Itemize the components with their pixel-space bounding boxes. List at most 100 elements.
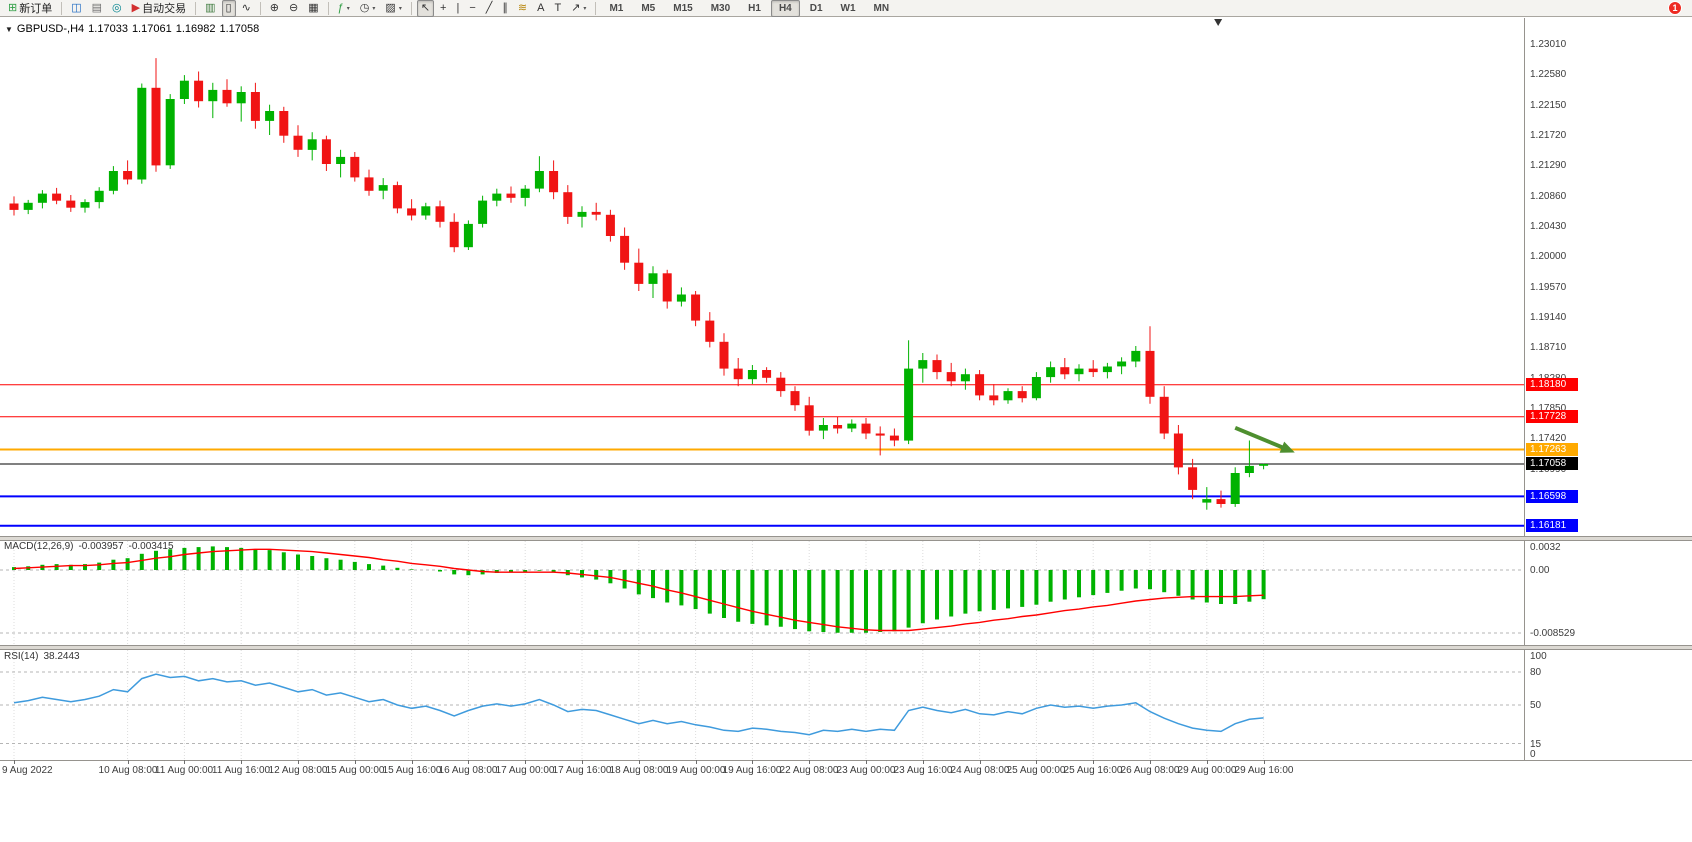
navigator-button[interactable]: ◎: [108, 0, 126, 17]
timeframe-h1[interactable]: H1: [740, 0, 769, 17]
indicator-axis-label: 50: [1530, 700, 1542, 711]
time-axis-label: 11 Aug 16:00: [211, 765, 271, 776]
channel-icon: ∥: [502, 1, 508, 14]
templates-button[interactable]: ▨ ▾: [381, 0, 405, 17]
timeframe-m15-label: M15: [673, 2, 693, 14]
fibonacci-button[interactable]: ≋: [514, 0, 531, 17]
bar-chart-icon: ▥: [205, 1, 216, 14]
time-axis-label: 15 Aug 00:00: [325, 765, 385, 776]
ohlc-high: 1.17061: [131, 23, 172, 35]
price-axis-tick: 1.19570: [1530, 282, 1567, 293]
zoom-out-button[interactable]: ⊖: [285, 0, 302, 17]
time-axis-tick: [298, 760, 299, 764]
arrows-button[interactable]: ↗ ▾: [567, 0, 590, 17]
periods-button[interactable]: ◷ ▾: [356, 0, 380, 17]
line-chart-button[interactable]: ∿: [238, 0, 255, 17]
text-label-button[interactable]: T: [550, 0, 565, 17]
zoom-in-icon: ⊕: [269, 1, 280, 14]
price-axis-divider: [1524, 18, 1525, 760]
time-axis-tick: [1264, 760, 1265, 764]
tile-windows-button[interactable]: ▦: [304, 0, 322, 17]
time-axis-label: 9 Aug 2022: [2, 765, 53, 776]
time-axis-tick: [468, 760, 469, 764]
chart-shift-marker-icon: [1214, 19, 1223, 26]
timeframe-m5-label: M5: [641, 2, 656, 14]
timeframe-mn[interactable]: MN: [866, 0, 898, 17]
new-chart-icon: ◫: [71, 1, 82, 14]
timeframe-m1-label: M1: [609, 2, 624, 14]
price-axis-tick: 1.19140: [1530, 312, 1567, 323]
symbol-period-label: GBPUSD-,H4: [16, 23, 85, 35]
price-axis-tick: 1.23010: [1530, 39, 1567, 50]
timeframe-h4[interactable]: H4: [770, 0, 800, 17]
notification-count: 1: [1672, 3, 1678, 13]
toolbar-separator: [595, 1, 597, 15]
time-axis-label: 25 Aug 00:00: [1006, 765, 1066, 776]
time-axis-label: 25 Aug 16:00: [1063, 765, 1123, 776]
one-click-trading-caret-icon[interactable]: ▼: [5, 25, 13, 34]
price-axis-tick: 1.22150: [1530, 100, 1567, 111]
crosshair-button[interactable]: +: [436, 0, 450, 17]
time-axis-tick: [355, 760, 356, 764]
crosshair-icon: +: [440, 1, 447, 14]
price-tag: 1.17728: [1526, 410, 1578, 423]
timeframe-d1[interactable]: D1: [802, 0, 831, 17]
indicators-button[interactable]: ƒ ▾: [334, 0, 354, 17]
price-tag: 1.16598: [1526, 490, 1578, 503]
timeframe-m30[interactable]: M30: [703, 0, 738, 17]
timeframe-w1[interactable]: W1: [833, 0, 864, 17]
vertical-line-button[interactable]: |: [452, 0, 463, 17]
zoom-in-button[interactable]: ⊕: [266, 0, 283, 17]
macd-indicator-label: MACD(12,26,9) -0.003957 -0.003415: [4, 541, 179, 552]
time-axis-label: 19 Aug 00:00: [666, 765, 726, 776]
horizontal-line-button[interactable]: −: [465, 0, 479, 17]
time-axis-label: 23 Aug 16:00: [893, 765, 953, 776]
timeframe-m5[interactable]: M5: [633, 0, 663, 17]
toolbar-separator: [327, 1, 329, 15]
zoom-out-icon: ⊖: [289, 1, 299, 14]
trendline-button[interactable]: ╱: [482, 0, 497, 17]
candlestick-chart-button[interactable]: ▯: [221, 0, 236, 17]
time-axis-label: 17 Aug 00:00: [495, 765, 555, 776]
rsi-indicator-label: RSI(14) 38.2443: [4, 651, 85, 662]
vertical-line-icon: |: [456, 1, 460, 14]
cursor-button[interactable]: ↖: [416, 0, 435, 17]
autotrading-button[interactable]: ▶ 自动交易: [128, 0, 190, 17]
indicator-axis-label: 15: [1530, 739, 1542, 750]
notification-badge[interactable]: 1: [1668, 1, 1682, 15]
trend-arrow[interactable]: [1234, 425, 1295, 453]
price-tag: 1.18180: [1526, 378, 1578, 391]
bar-chart-button[interactable]: ▥: [201, 0, 219, 17]
time-axis-label: 24 Aug 08:00: [950, 765, 1010, 776]
tile-windows-icon: ▦: [308, 1, 319, 14]
candles: [9, 58, 1269, 510]
chevron-down-icon: ▾: [372, 5, 376, 12]
time-axis-tick: [639, 760, 640, 764]
channel-button[interactable]: ∥: [498, 0, 512, 17]
time-axis-tick: [1207, 760, 1208, 764]
time-axis-label: 23 Aug 00:00: [836, 765, 896, 776]
time-axis-label: 22 Aug 08:00: [779, 765, 839, 776]
timeframe-m15[interactable]: M15: [665, 0, 700, 17]
time-axis-label: 12 Aug 08:00: [268, 765, 328, 776]
new-chart-button[interactable]: ◫: [67, 0, 85, 17]
rsi-line: [13, 673, 1264, 736]
price-axis-tick: 1.17850: [1530, 403, 1567, 414]
panel-splitter-macd[interactable]: [0, 536, 1692, 541]
new-order-button[interactable]: ⊞ 新订单: [4, 0, 56, 17]
time-axis-tick: [980, 760, 981, 764]
chevron-down-icon: ▾: [346, 5, 350, 12]
chevron-down-icon: ▾: [398, 5, 402, 12]
timeframe-m1[interactable]: M1: [601, 0, 631, 17]
macd-value-main: -0.003957: [78, 541, 124, 552]
indicator-axis-label: 100: [1530, 651, 1547, 662]
time-axis-tick: [14, 760, 15, 764]
panel-splitter-rsi[interactable]: [0, 645, 1692, 650]
time-axis-label: 29 Aug 00:00: [1177, 765, 1237, 776]
price-axis-tick: 1.21720: [1530, 130, 1567, 141]
text-button[interactable]: A: [533, 0, 548, 17]
profiles-button[interactable]: ▤: [88, 0, 106, 17]
autotrading-icon: ▶: [131, 1, 141, 14]
toolbar-separator: [410, 1, 412, 15]
